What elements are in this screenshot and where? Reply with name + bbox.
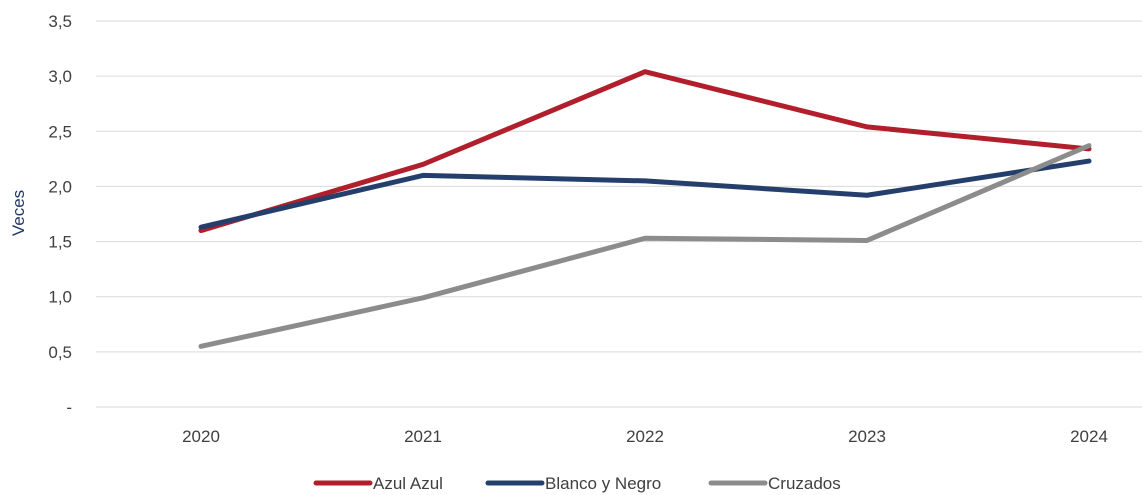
y-tick-label: 3,5 <box>48 12 72 31</box>
x-tick-label: 2022 <box>626 427 664 446</box>
x-tick-label: 2020 <box>182 427 220 446</box>
series-lines <box>198 69 1092 349</box>
legend-label: Azul Azul <box>373 474 443 493</box>
y-tick-label: 2,0 <box>48 177 72 196</box>
x-axis-ticks: 2020 2021 2022 2023 2024 <box>182 427 1108 446</box>
gridlines <box>96 20 1142 408</box>
series-line-1 <box>198 69 1092 234</box>
x-tick-label: 2024 <box>1070 427 1108 446</box>
series-line-3 <box>198 143 1092 349</box>
legend-label: Cruzados <box>768 474 841 493</box>
y-tick-label: - <box>66 398 72 417</box>
y-tick-label: 1,5 <box>48 233 72 252</box>
y-tick-label: 1,0 <box>48 288 72 307</box>
y-tick-label: 3,0 <box>48 67 72 86</box>
x-tick-label: 2023 <box>848 427 886 446</box>
series-line-2 <box>198 158 1092 230</box>
y-axis-title: Veces <box>9 190 28 236</box>
legend: Azul Azul Blanco y Negro Cruzados <box>313 474 841 493</box>
y-tick-label: 0,5 <box>48 343 72 362</box>
x-tick-label: 2021 <box>404 427 442 446</box>
legend-label: Blanco y Negro <box>545 474 661 493</box>
y-axis-ticks: - 0,5 1,0 1,5 2,0 2,5 3,0 3,5 <box>48 12 72 417</box>
y-tick-label: 2,5 <box>48 122 72 141</box>
